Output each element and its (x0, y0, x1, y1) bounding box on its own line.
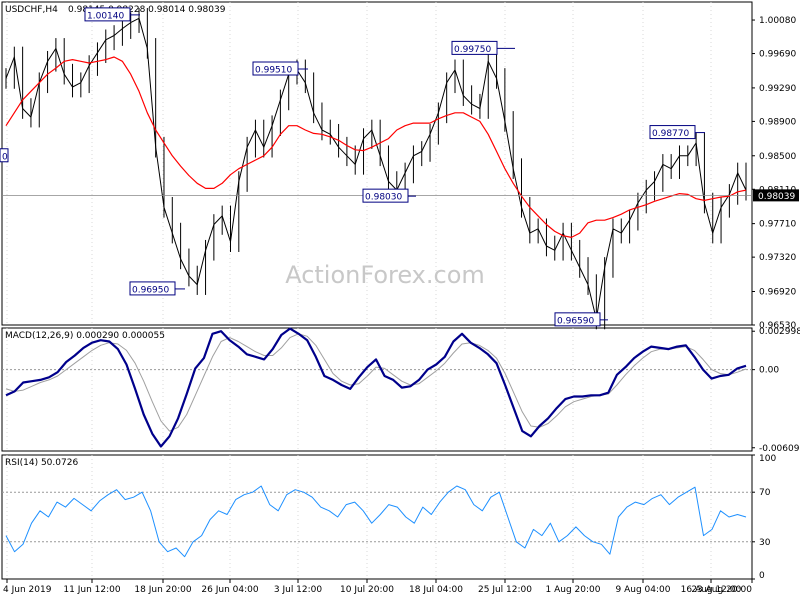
x-tick-label: 10 Jul 20:00 (340, 585, 394, 595)
macd-y-tick-label: -0.006097 (759, 444, 800, 454)
annotation-label: 0.96590 (557, 316, 594, 326)
x-tick-label: 25 Jul 12:00 (478, 585, 532, 595)
macd-panel-frame (1, 327, 753, 452)
macd-y-tick-label: 0.00 (759, 366, 779, 376)
annotation-label: 0.98030 (365, 193, 402, 203)
annotation-box (362, 188, 409, 203)
x-tick-label: 4 Jun 2019 (3, 585, 52, 595)
price-y-tick-label: 0.98500 (759, 152, 796, 162)
ohlc-readout: 0.98145 0.98228 0.98014 0.98039 (68, 5, 226, 15)
price-y-tick-label: 0.99290 (759, 84, 796, 94)
annotation-box (451, 40, 498, 55)
x-tick-label: 18 Jun 20:00 (134, 585, 191, 595)
rsi-y-tick-label: 0 (759, 571, 765, 581)
macd-y-tick-label: 0.002998 (759, 327, 800, 337)
price-y-tick-label: 0.97710 (759, 220, 796, 230)
price-y-tick-label: 0.98900 (759, 117, 796, 127)
annotation-box (129, 281, 176, 296)
watermark: ActionForex.com (285, 261, 485, 289)
annotation-box (554, 312, 601, 327)
annotation-label: 0.98770 (652, 129, 689, 139)
chart-title: USDCHF,H4 (5, 5, 58, 15)
price-close-line (5, 17, 747, 320)
current-price-label: 0.98039 (758, 192, 795, 202)
annotation-label: 0.96950 (132, 285, 169, 295)
x-tick-label: 23 Aug 20:00 (691, 585, 752, 595)
annotation-label: 0 (2, 152, 8, 162)
x-tick-label: 26 Jun 04:00 (201, 585, 258, 595)
moving-average-line (5, 56, 747, 238)
annotation-box (84, 7, 131, 22)
annotation-label: 0.99510 (255, 66, 292, 76)
rsi-y-tick-label: 100 (759, 454, 776, 464)
current-price-tag (753, 189, 799, 202)
price-y-tick-label: 0.96920 (759, 287, 796, 297)
annotation-label: 1.00140 (87, 11, 124, 21)
price-y-tick-label: 0.97320 (759, 253, 796, 263)
x-tick-label: 18 Jul 04:00 (409, 585, 463, 595)
rsi-panel-frame (1, 454, 753, 580)
annotation-box (0, 148, 9, 163)
price-y-tick-label: 1.00080 (759, 16, 796, 26)
annotation-box (649, 125, 696, 140)
price-y-tick-label: 0.96530 (759, 321, 796, 331)
x-tick-label: 9 Aug 04:00 (616, 585, 671, 595)
rsi-line (5, 485, 747, 558)
rsi-y-tick-label: 70 (759, 488, 771, 498)
macd-title: MACD(12,26,9) 0.000290 0.000055 (5, 331, 165, 341)
annotation-label: 0.99750 (454, 45, 491, 55)
price-panel-frame (1, 1, 753, 326)
price-y-tick-label: 0.99690 (759, 50, 796, 60)
rsi-y-tick-label: 30 (759, 538, 771, 548)
macd-line (5, 327, 747, 448)
x-tick-label: 1 Aug 20:00 (546, 585, 601, 595)
x-tick-label: 11 Jun 12:00 (63, 585, 120, 595)
x-tick-label: 3 Jul 12:00 (274, 585, 323, 595)
macd-signal-line (5, 333, 747, 432)
annotation-box (252, 61, 299, 76)
x-tick-label: 16 Aug 12:00 (681, 585, 742, 595)
rsi-title: RSI(14) 50.0726 (5, 458, 78, 468)
